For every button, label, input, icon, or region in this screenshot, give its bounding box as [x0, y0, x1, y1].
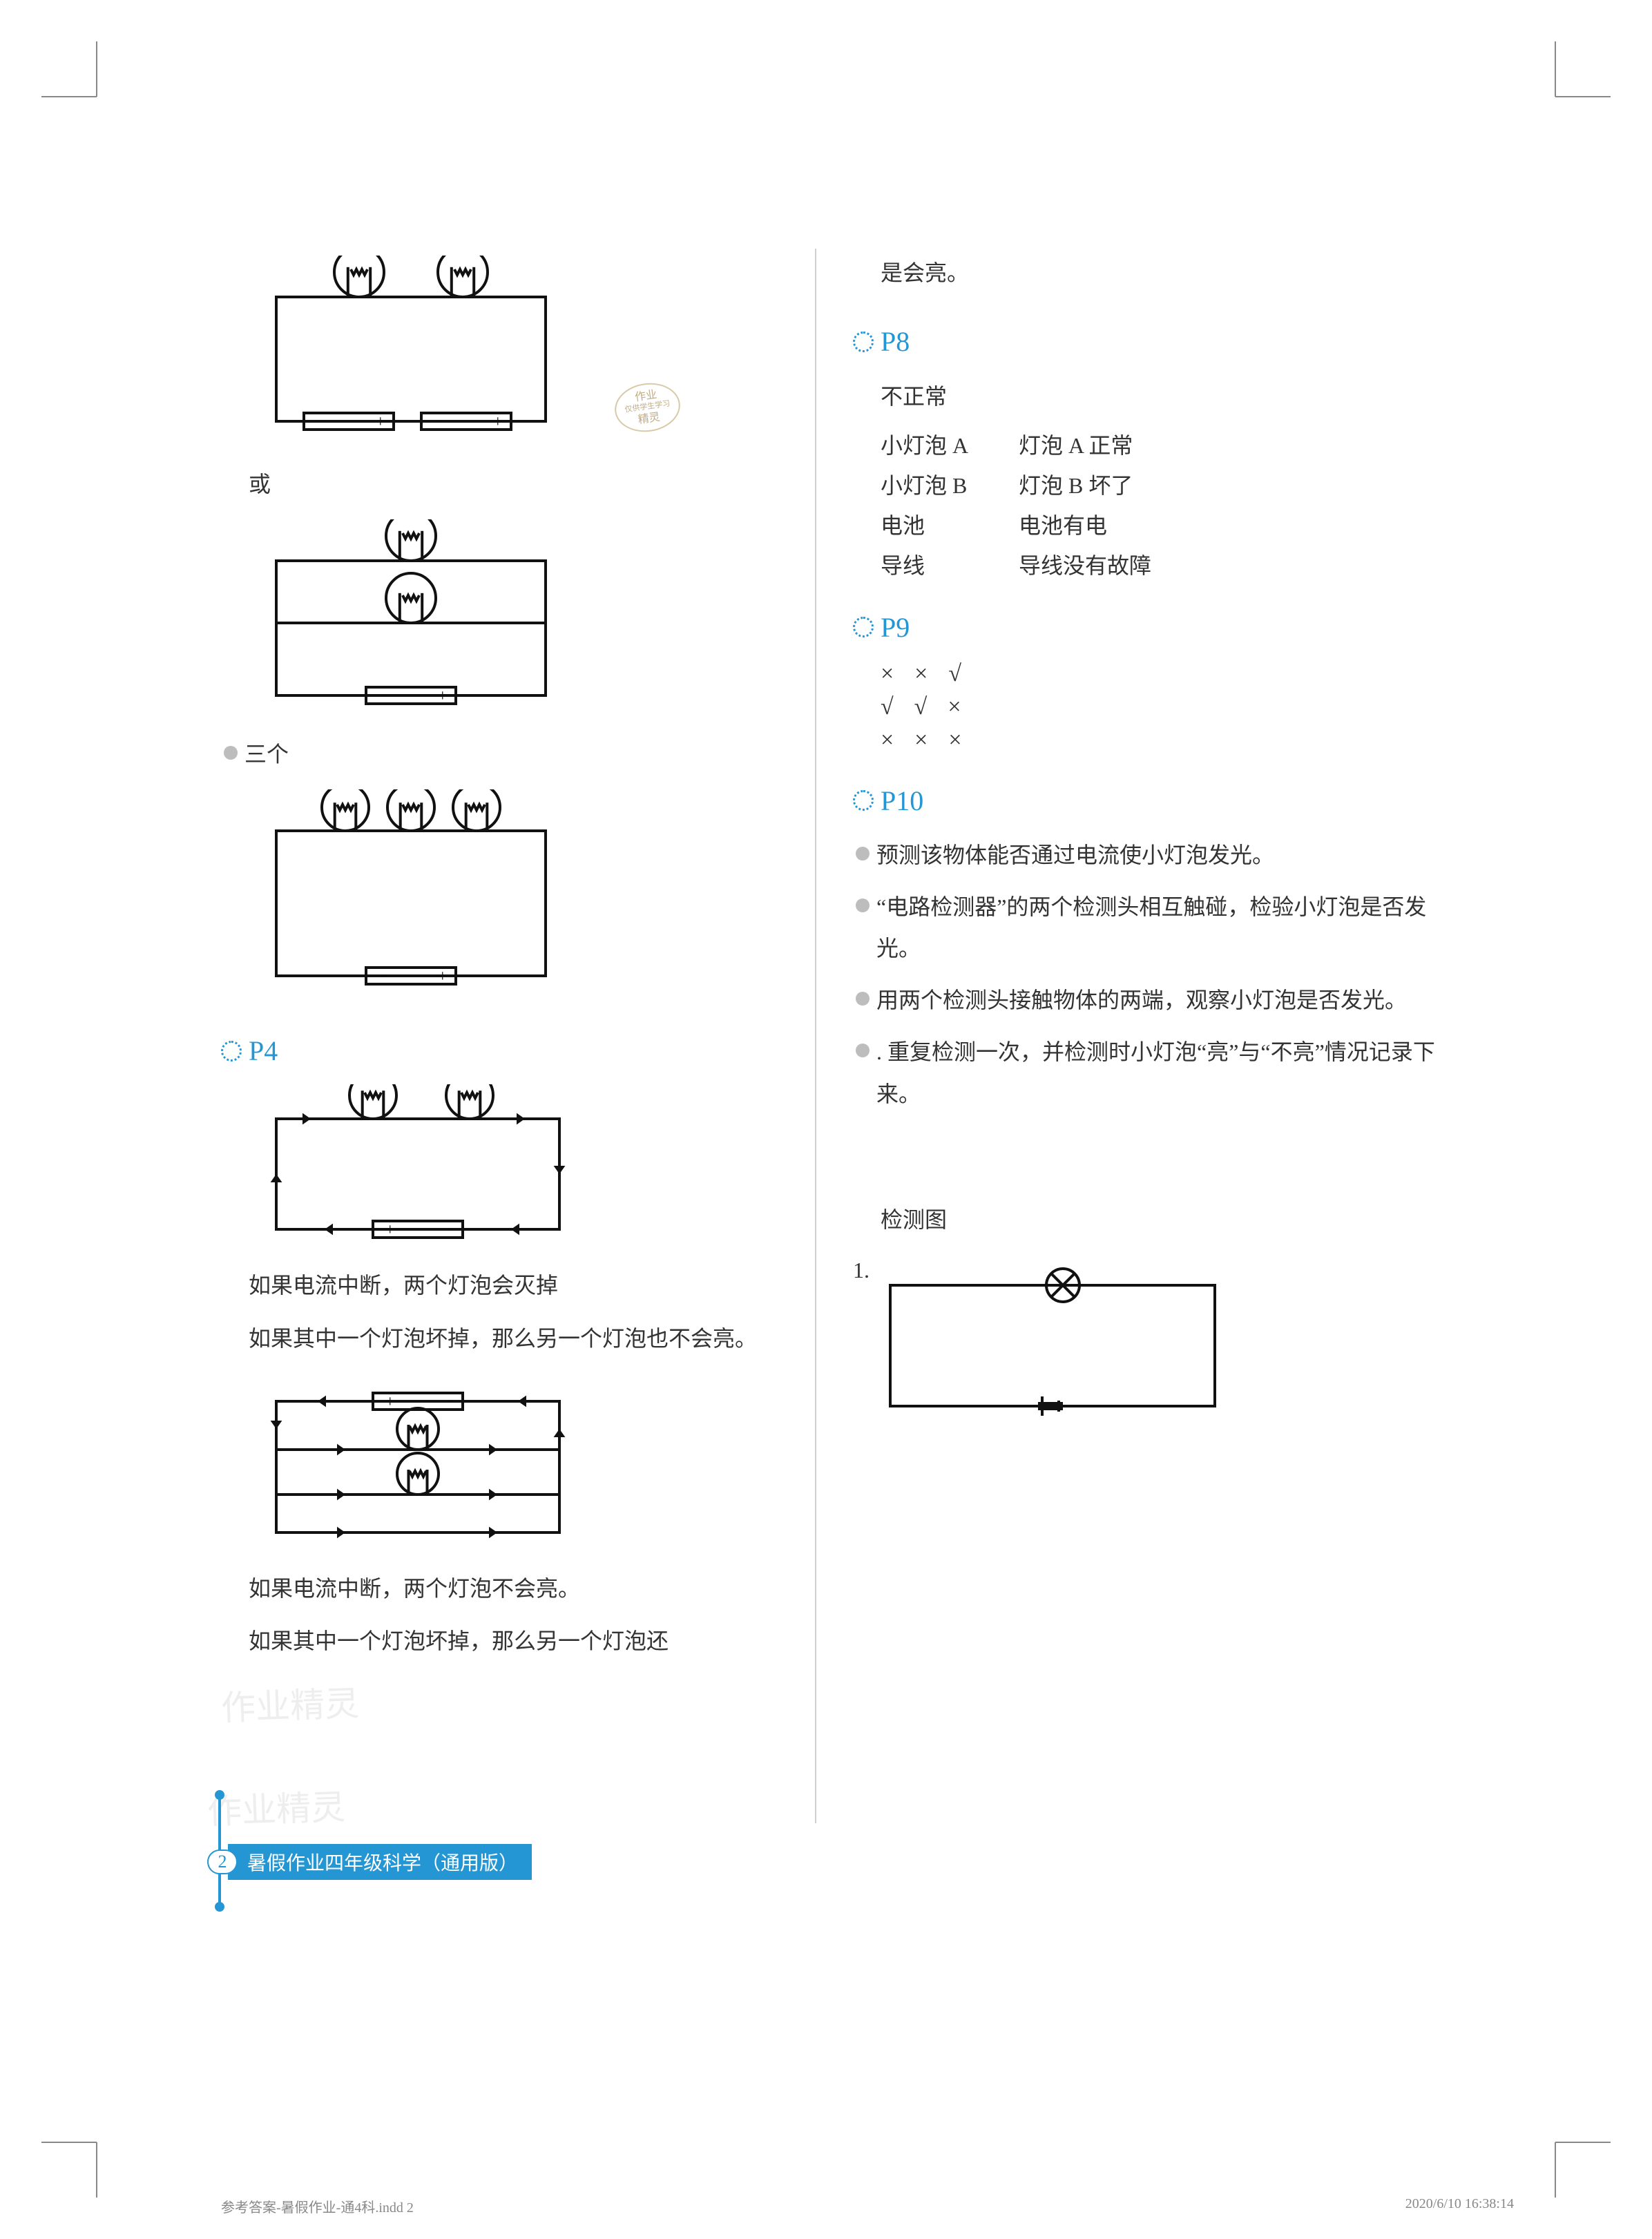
svg-text:+: +: [376, 413, 385, 431]
table-row: 小灯泡 A灯泡 A 正常: [881, 428, 1443, 460]
dotted-circle-icon: [853, 331, 874, 352]
svg-text:+: +: [385, 1221, 395, 1239]
circuit-diagram-4: + −: [262, 1084, 811, 1250]
p4-text3: 如果电流中断，两个灯泡不会亮。: [249, 1567, 811, 1610]
svg-text:+: +: [438, 687, 448, 705]
table-row: 电池电池有电: [881, 508, 1443, 540]
grey-bullet-icon: [856, 1044, 870, 1057]
p8-cell-c2: 灯泡 B 坏了: [1019, 468, 1133, 500]
p10-bullets: 预测该物体能否通过电流使小灯泡发光。 “电路检测器”的两个检测头相互触碰，检验小灯…: [853, 834, 1443, 1115]
p4-text1: 如果电流中断，两个灯泡会灭掉: [249, 1264, 811, 1307]
heading-p8-label: P8: [881, 325, 910, 358]
circuit-diagram-5: + −: [262, 1374, 811, 1553]
p8-cell-c2: 导线没有故障: [1019, 548, 1151, 580]
tick-row: ××√: [881, 661, 1443, 687]
tick-row: √√×: [881, 694, 1443, 720]
p8-cell-c2: 电池有电: [1019, 508, 1107, 540]
svg-text:−: −: [445, 1221, 454, 1239]
svg-text:+: +: [493, 413, 503, 431]
heading-p4-label: P4: [249, 1035, 278, 1067]
svg-text:+: +: [438, 968, 448, 986]
heading-p8: P8: [853, 325, 1443, 358]
footer-title: 暑假作业四年级科学（通用版）: [228, 1844, 532, 1880]
bullet-item: “电路检测器”的两个检测头相互触碰，检验小灯泡是否发光。: [856, 886, 1443, 970]
right-column: 是会亮。 P8 不正常 小灯泡 A灯泡 A 正常小灯泡 B灯泡 B 坏了电池电池…: [853, 242, 1443, 1954]
dotted-circle-icon: [853, 790, 874, 811]
or-label: 或: [249, 463, 811, 506]
grey-bullet-icon: [856, 899, 870, 912]
dotted-circle-icon: [853, 617, 874, 637]
p8-cell-c1: 小灯泡 A: [881, 428, 1019, 460]
left-column: − + − + 或 − + 三个: [221, 242, 811, 1954]
bullet-item: 用两个检测头接触物体的两端，观察小灯泡是否发光。: [856, 979, 1443, 1021]
p8-table: 小灯泡 A灯泡 A 正常小灯泡 B灯泡 B 坏了电池电池有电导线导线没有故障: [881, 428, 1443, 580]
page-content: − + − + 或 − + 三个: [221, 242, 1443, 1954]
print-meta-left: 参考答案-暑假作业-通4科.indd 2: [221, 2196, 414, 2216]
tick-row: ×××: [881, 727, 1443, 753]
continuation-text: 是会亮。: [881, 251, 1443, 294]
bullet-item: 预测该物体能否通过电流使小灯泡发光。: [856, 834, 1443, 876]
detect-label: 检测图: [881, 1198, 1443, 1241]
p9-grid: ××√ √√× ×××: [853, 661, 1443, 753]
table-row: 小灯泡 B灯泡 B 坏了: [881, 468, 1443, 500]
detect-circuit-diagram: [876, 1265, 1229, 1423]
bullet-item: . 重复检测一次，并检测时小灯泡“亮”与“不亮”情况记录下来。: [856, 1031, 1443, 1115]
bullet-text: “电路检测器”的两个检测头相互触碰，检验小灯泡是否发光。: [876, 886, 1443, 970]
bullet-text: 用两个检测头接触物体的两端，观察小灯泡是否发光。: [876, 979, 1407, 1021]
circuit-diagram-2: − +: [262, 519, 811, 720]
p8-line1: 不正常: [881, 375, 1443, 418]
circuit-diagram-3: − +: [262, 789, 811, 1003]
svg-text:−: −: [445, 1393, 454, 1411]
heading-p10-label: P10: [881, 785, 923, 817]
table-row: 导线导线没有故障: [881, 548, 1443, 580]
grey-bullet-icon: [224, 746, 238, 760]
heading-p4: P4: [221, 1035, 811, 1067]
svg-text:−: −: [378, 968, 388, 986]
bullet-three: 三个: [224, 733, 811, 776]
print-meta-right: 2020/6/10 16:38:14: [1405, 2196, 1514, 2212]
heading-p10: P10: [853, 785, 1443, 817]
page-footer: 2 暑假作业四年级科学（通用版）: [207, 1844, 532, 1880]
svg-text:−: −: [378, 687, 388, 705]
dotted-circle-icon: [221, 1041, 242, 1061]
svg-text:−: −: [316, 413, 326, 431]
detect-index: 1.: [853, 1258, 870, 1283]
svg-text:−: −: [434, 413, 443, 431]
circuit-diagram-1: − + − +: [262, 256, 811, 449]
grey-bullet-icon: [856, 992, 870, 1006]
bullet-text: 预测该物体能否通过电流使小灯泡发光。: [876, 834, 1274, 876]
p8-cell-c1: 电池: [881, 508, 1019, 540]
p8-cell-c1: 小灯泡 B: [881, 468, 1019, 500]
p4-text4: 如果其中一个灯泡坏掉，那么另一个灯泡还: [249, 1620, 811, 1662]
bullet-text: . 重复检测一次，并检测时小灯泡“亮”与“不亮”情况记录下来。: [876, 1031, 1443, 1115]
heading-p9: P9: [853, 611, 1443, 644]
page-number-badge: 2: [207, 1849, 238, 1874]
grey-bullet-icon: [856, 847, 870, 861]
heading-p9-label: P9: [881, 611, 910, 644]
p4-text2: 如果其中一个灯泡坏掉，那么另一个灯泡也不会亮。: [249, 1317, 811, 1360]
p8-cell-c1: 导线: [881, 548, 1019, 580]
bullet-three-label: 三个: [244, 733, 289, 776]
p8-cell-c2: 灯泡 A 正常: [1019, 428, 1133, 460]
svg-text:+: +: [385, 1393, 395, 1411]
